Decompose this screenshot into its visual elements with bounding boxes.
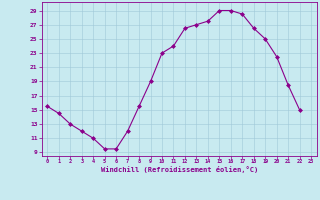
X-axis label: Windchill (Refroidissement éolien,°C): Windchill (Refroidissement éolien,°C) [100,166,258,173]
